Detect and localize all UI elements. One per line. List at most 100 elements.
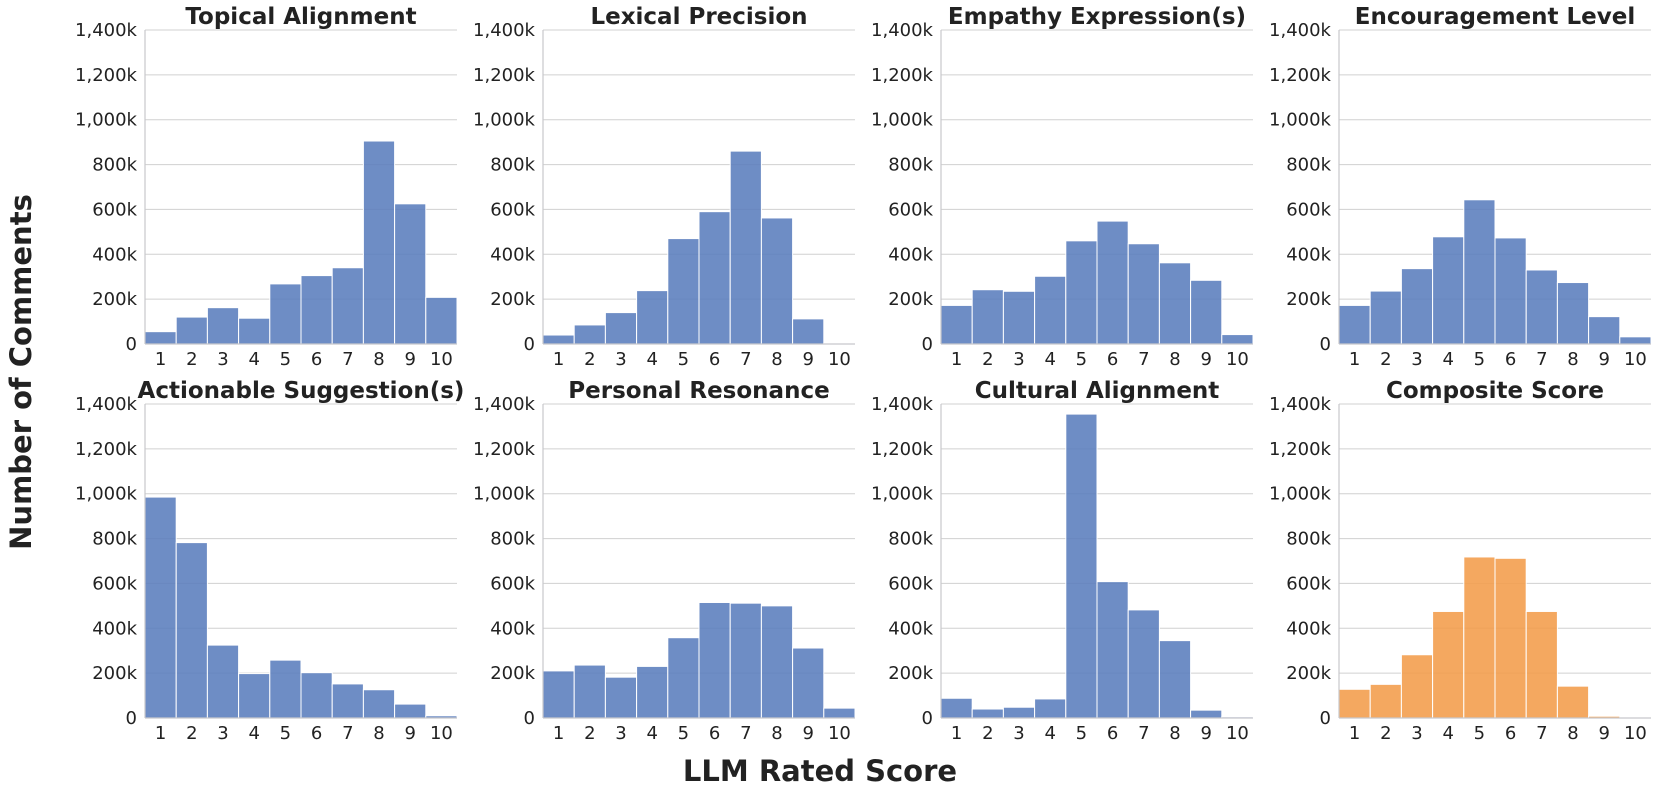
x-tick-label: 5 [678, 723, 689, 744]
x-tick-label: 1 [951, 349, 962, 370]
bar-score-5 [667, 637, 700, 719]
x-tick-label: 1 [951, 723, 962, 744]
bar-score-2 [971, 289, 1004, 345]
x-tick-label: 8 [771, 723, 782, 744]
x-tick-label: 2 [186, 349, 197, 370]
x-tick-label: 7 [1536, 349, 1547, 370]
x-tick-label: 10 [1624, 349, 1647, 370]
y-tick-label: 200k [888, 663, 933, 684]
y-tick-label: 0 [1320, 708, 1331, 729]
x-tick-label: 9 [802, 349, 813, 370]
bar-score-4 [1432, 236, 1465, 345]
y-tick-label: 600k [1286, 199, 1331, 220]
x-tick-label: 6 [1505, 723, 1516, 744]
bar-score-9 [394, 703, 427, 719]
x-tick-label: 9 [404, 723, 415, 744]
y-tick-label: 800k [92, 529, 137, 550]
x-tick-label: 10 [430, 349, 453, 370]
x-tick-label: 5 [280, 349, 291, 370]
x-tick-label: 9 [1598, 723, 1609, 744]
bar-score-1 [1338, 688, 1371, 719]
bar-score-1 [542, 334, 575, 345]
bar-score-9 [792, 647, 825, 719]
bar-score-4 [1034, 698, 1067, 719]
y-tick-label: 1,200k [871, 439, 934, 460]
bar-score-5 [269, 283, 302, 345]
x-tick-label: 2 [584, 349, 595, 370]
x-tick-label: 7 [1138, 723, 1149, 744]
y-tick-label: 400k [490, 618, 535, 639]
x-tick-label: 9 [1200, 723, 1211, 744]
panel-title: Composite Score [1386, 378, 1604, 404]
panel-title: Personal Resonance [568, 378, 829, 404]
x-tick-label: 3 [217, 349, 228, 370]
x-tick-label: 4 [248, 349, 259, 370]
y-tick-label: 0 [126, 708, 137, 729]
x-tick-label: 6 [709, 723, 720, 744]
x-tick-label: 1 [1349, 349, 1360, 370]
y-tick-label: 200k [490, 663, 535, 684]
bar-score-6 [1494, 237, 1527, 345]
bar-score-1 [144, 496, 177, 719]
y-tick-label: 1,400k [75, 20, 138, 41]
x-tick-label: 6 [1107, 349, 1118, 370]
bar-score-6 [300, 672, 333, 719]
x-tick-label: 3 [1411, 723, 1422, 744]
bar-score-7 [331, 683, 364, 719]
y-tick-label: 200k [1286, 663, 1331, 684]
y-tick-label: 800k [1286, 529, 1331, 550]
bar-score-4 [636, 290, 669, 345]
y-tick-label: 600k [490, 573, 535, 594]
x-tick-label: 6 [311, 723, 322, 744]
y-tick-label: 600k [888, 199, 933, 220]
bar-score-7 [1127, 609, 1160, 719]
y-tick-label: 1,200k [1269, 65, 1332, 86]
bar-score-3 [1002, 290, 1036, 345]
y-tick-label: 1,200k [75, 439, 138, 460]
y-tick-label: 400k [490, 244, 535, 265]
bar-score-1 [940, 304, 973, 345]
y-tick-label: 1,200k [473, 439, 536, 460]
y-tick-label: 1,000k [75, 110, 138, 131]
y-tick-label: 400k [1286, 618, 1331, 639]
x-tick-label: 7 [740, 349, 751, 370]
panel-empathy-expression-s: Empathy Expression(s) 0 200k 400k 600k 800k 1,… [871, 4, 1254, 370]
bar-score-3 [206, 307, 240, 345]
x-tick-label: 4 [248, 723, 259, 744]
x-tick-label: 9 [404, 349, 415, 370]
x-tick-label: 5 [280, 723, 291, 744]
x-tick-label: 4 [1442, 723, 1453, 744]
x-tick-label: 1 [1349, 723, 1360, 744]
bar-score-1 [144, 331, 177, 345]
x-tick-label: 10 [1226, 349, 1249, 370]
y-tick-label: 0 [922, 334, 933, 355]
bar-score-2 [1369, 683, 1402, 719]
bar-score-9 [1588, 316, 1621, 345]
panel-title: Cultural Alignment [975, 378, 1220, 404]
panel-title: Encouragement Level [1355, 4, 1636, 30]
x-tick-label: 8 [1567, 723, 1578, 744]
bar-score-2 [1369, 290, 1402, 345]
y-tick-label: 800k [888, 155, 933, 176]
x-tick-label: 4 [1044, 349, 1055, 370]
bar-score-3 [206, 644, 240, 719]
y-tick-label: 200k [1286, 289, 1331, 310]
y-tick-label: 400k [1286, 244, 1331, 265]
bar-score-5 [667, 238, 700, 345]
y-tick-label: 0 [922, 708, 933, 729]
bar-score-8 [760, 605, 794, 719]
bar-score-10 [1221, 334, 1254, 345]
x-tick-label: 7 [740, 723, 751, 744]
bar-score-7 [729, 150, 762, 345]
bar-score-6 [1096, 220, 1129, 345]
bar-score-9 [394, 203, 427, 345]
y-tick-label: 800k [92, 155, 137, 176]
bar-score-9 [792, 318, 825, 345]
x-tick-label: 8 [1169, 723, 1180, 744]
bar-score-10 [1619, 336, 1652, 345]
x-tick-label: 5 [1076, 723, 1087, 744]
x-tick-label: 6 [709, 349, 720, 370]
bar-score-3 [604, 312, 638, 345]
x-tick-label: 5 [1474, 723, 1485, 744]
